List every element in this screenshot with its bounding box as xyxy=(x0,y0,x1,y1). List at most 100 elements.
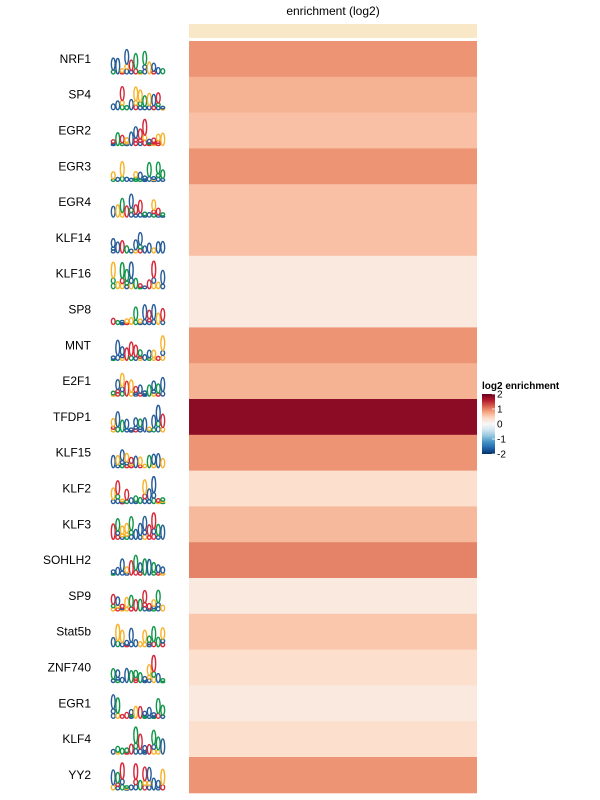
logo-glyph xyxy=(155,66,161,75)
logo-glyph xyxy=(137,231,143,246)
logo-glyph xyxy=(133,277,139,290)
logo-glyph xyxy=(124,347,130,362)
row-label: KLF2 xyxy=(62,482,91,496)
logo-glyph xyxy=(119,239,125,254)
logo-glyph xyxy=(160,169,166,180)
logo-glyph xyxy=(115,176,121,182)
heatmap-cell xyxy=(189,685,477,722)
logo-glyph xyxy=(151,625,157,643)
legend-tick-label: 2 xyxy=(497,390,503,401)
logo-glyph xyxy=(151,349,157,359)
row-label: KLF4 xyxy=(62,732,91,746)
logo-glyph xyxy=(151,260,157,279)
logo-glyph xyxy=(128,784,134,791)
logo-glyph xyxy=(151,497,157,505)
logo-glyph xyxy=(160,132,166,147)
logo-glyph xyxy=(128,248,134,254)
logo-glyph xyxy=(142,766,148,782)
logo-glyph xyxy=(128,456,134,465)
logo-glyph xyxy=(137,318,143,324)
logo-glyph xyxy=(133,705,139,719)
logo-glyph xyxy=(133,638,139,648)
logo-glyph xyxy=(115,354,121,362)
logo-glyph xyxy=(155,383,161,394)
logo-glyph xyxy=(146,488,152,501)
logo-glyph xyxy=(110,139,116,144)
logo-glyph xyxy=(119,419,125,433)
logo-glyph xyxy=(137,748,143,755)
logo-glyph xyxy=(115,57,121,75)
logo-glyph xyxy=(124,711,130,720)
logo-glyph xyxy=(142,245,148,254)
logo-glyph xyxy=(142,211,148,217)
logo-glyph xyxy=(137,672,143,684)
logo-glyph xyxy=(128,193,134,209)
logo-glyph xyxy=(133,171,139,179)
logo-glyph xyxy=(133,385,139,393)
heatmap-cell xyxy=(189,327,477,364)
logo-glyph xyxy=(137,171,143,180)
motif-logo-image xyxy=(110,118,166,147)
logo-glyph xyxy=(146,602,152,610)
logo-glyph xyxy=(137,418,143,428)
logo-glyph xyxy=(115,640,121,648)
logo-glyph xyxy=(110,593,116,606)
heatmap-cell xyxy=(189,506,477,543)
logo-glyph xyxy=(155,697,161,715)
motif-logo-image xyxy=(110,231,166,254)
logo-glyph xyxy=(119,629,125,644)
logo-glyph xyxy=(115,241,121,254)
logo-glyph xyxy=(115,596,121,607)
logo-glyph xyxy=(110,748,116,755)
logo-glyph xyxy=(142,515,148,531)
logo-glyph xyxy=(128,261,134,279)
logo-glyph xyxy=(124,205,130,218)
logo-glyph xyxy=(119,713,125,719)
logo-glyph xyxy=(160,566,166,574)
row-label: SOHLH2 xyxy=(43,553,91,567)
logo-glyph xyxy=(133,204,139,215)
motif-logo-image xyxy=(110,85,166,111)
logo-glyph xyxy=(151,533,157,540)
logo-glyph xyxy=(110,205,116,218)
logo-glyph xyxy=(137,562,143,573)
logo-glyph xyxy=(124,747,130,754)
logo-glyph xyxy=(151,277,157,284)
motif-logo-image xyxy=(110,161,166,183)
logo-glyph xyxy=(124,566,130,574)
logo-glyph xyxy=(133,669,139,679)
row-label: SP8 xyxy=(68,303,91,317)
logo-glyph xyxy=(137,733,143,750)
logo-glyph xyxy=(155,453,161,469)
logo-glyph xyxy=(124,639,130,646)
logo-glyph xyxy=(160,349,166,357)
logo-glyph xyxy=(119,319,125,324)
logo-glyph xyxy=(119,134,125,144)
logo-glyph xyxy=(142,463,148,469)
logo-glyph xyxy=(128,743,134,755)
logo-glyph xyxy=(133,778,139,786)
motif-logo-image xyxy=(110,589,166,612)
logo-glyph xyxy=(151,712,157,717)
logo-glyph xyxy=(151,640,157,648)
row-label: SP9 xyxy=(68,589,91,603)
logo-glyph xyxy=(151,670,157,678)
heatmap-cell xyxy=(189,757,477,794)
logo-glyph xyxy=(151,654,157,673)
logo-glyph xyxy=(119,449,125,462)
logo-glyph xyxy=(133,126,139,139)
logo-glyph xyxy=(119,175,125,182)
logo-glyph xyxy=(155,564,161,574)
logo-glyph xyxy=(142,354,148,361)
color-legend: log2 enrichment 2 1 0 -1 -2 xyxy=(482,381,560,461)
logo-glyph xyxy=(119,68,125,74)
logo-glyph xyxy=(128,379,134,393)
heatmap-cell xyxy=(189,148,477,185)
logo-glyph xyxy=(151,561,157,573)
logo-glyph xyxy=(137,640,143,648)
motif-logo-image xyxy=(110,623,166,648)
row-label: ZNF740 xyxy=(48,661,92,675)
logo-glyph xyxy=(119,85,125,102)
logo-glyph xyxy=(146,558,152,576)
logo-glyph xyxy=(133,68,139,75)
